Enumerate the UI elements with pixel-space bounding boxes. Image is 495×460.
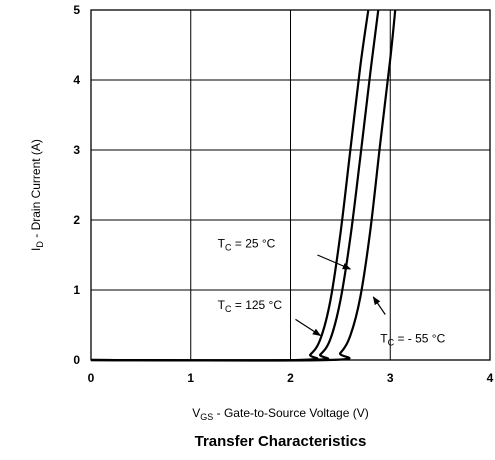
annotation-arrow [372, 296, 386, 315]
y-tick-label: 2 [73, 213, 80, 227]
annotation-label: TC = 125 °C [218, 298, 283, 314]
x-tick-label: 0 [88, 371, 95, 385]
annotation-label: TC = - 55 °C [380, 332, 445, 348]
tick-labels: 0 1 2 3 4 0 1 2 3 4 5 [73, 3, 493, 385]
annotation-0: TC = 25 °C [218, 236, 352, 270]
grid [90, 9, 491, 361]
chart-title: Transfer Characteristics [195, 433, 367, 450]
annotation-arrow [295, 318, 322, 337]
y-tick-label: 5 [73, 3, 80, 17]
x-axis-label: VGS - Gate-to-Source Voltage (V) [192, 406, 368, 422]
annotation-2: TC = - 55 °C [372, 296, 446, 348]
x-tick-label: 1 [187, 371, 194, 385]
y-tick-label: 1 [73, 283, 80, 297]
annotation-arrow [317, 254, 352, 270]
y-axis-label: ID - Drain Current (A) [29, 139, 45, 251]
annotation-layer: TC = 25 °C TC = 125 °C TC = - 55 °C [218, 236, 446, 347]
plot-area [90, 9, 491, 361]
annotation-1: TC = 125 °C [218, 298, 322, 337]
x-tick-label: 4 [487, 371, 494, 385]
y-tick-label: 3 [73, 143, 80, 157]
y-tick-label: 0 [73, 353, 80, 367]
x-tick-label: 3 [387, 371, 394, 385]
annotation-label: TC = 25 °C [218, 236, 276, 252]
x-tick-label: 2 [287, 371, 294, 385]
y-tick-label: 4 [73, 73, 80, 87]
